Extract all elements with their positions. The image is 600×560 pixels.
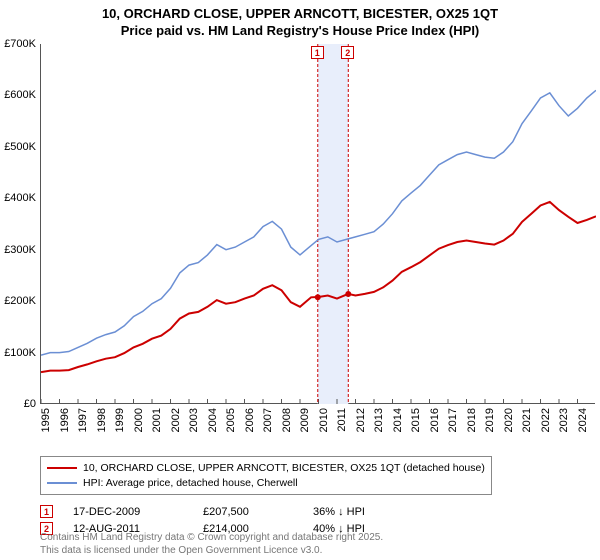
- legend-box: 10, ORCHARD CLOSE, UPPER ARNCOTT, BICEST…: [40, 456, 492, 495]
- x-tick-label: 2007: [262, 408, 274, 432]
- x-tick-label: 1996: [59, 408, 71, 432]
- y-tick-label: £100K: [4, 347, 36, 359]
- y-axis: £0£100K£200K£300K£400K£500K£600K£700K: [0, 44, 40, 404]
- footer-line-1: Contains HM Land Registry data © Crown c…: [40, 531, 383, 544]
- y-tick-label: £500K: [4, 141, 36, 153]
- chart-area: £0£100K£200K£300K£400K£500K£600K£700K 19…: [0, 44, 600, 424]
- legend-area: 10, ORCHARD CLOSE, UPPER ARNCOTT, BICEST…: [40, 456, 595, 539]
- footer-line-2: This data is licensed under the Open Gov…: [40, 544, 383, 557]
- x-tick-label: 2021: [521, 408, 533, 432]
- x-tick-label: 1999: [114, 408, 126, 432]
- plot-area: [40, 44, 595, 404]
- highlight-band: [318, 44, 349, 404]
- legend-label: 10, ORCHARD CLOSE, UPPER ARNCOTT, BICEST…: [83, 461, 485, 476]
- x-tick-label: 2008: [281, 408, 293, 432]
- sale-row: 1 17-DEC-2009£207,50036% ↓ HPI: [40, 505, 595, 518]
- x-tick-label: 1998: [96, 408, 108, 432]
- x-tick-label: 2012: [355, 408, 367, 432]
- x-tick-label: 2024: [577, 408, 589, 432]
- x-tick-label: 2017: [447, 408, 459, 432]
- y-tick-label: £200K: [4, 295, 36, 307]
- x-tick-label: 2000: [133, 408, 145, 432]
- title-line-1: 10, ORCHARD CLOSE, UPPER ARNCOTT, BICEST…: [0, 6, 600, 23]
- legend-row: 10, ORCHARD CLOSE, UPPER ARNCOTT, BICEST…: [47, 461, 485, 476]
- x-tick-label: 2003: [188, 408, 200, 432]
- legend-swatch: [47, 482, 77, 484]
- x-tick-label: 2006: [244, 408, 256, 432]
- x-tick-label: 2013: [373, 408, 385, 432]
- x-tick-label: 2022: [540, 408, 552, 432]
- x-tick-label: 2014: [392, 408, 404, 432]
- title-block: 10, ORCHARD CLOSE, UPPER ARNCOTT, BICEST…: [0, 0, 600, 42]
- x-tick-label: 2011: [336, 408, 348, 432]
- x-tick-label: 2004: [207, 408, 219, 432]
- sale-delta: 36% ↓ HPI: [313, 506, 433, 518]
- x-tick-label: 2019: [484, 408, 496, 432]
- plot-svg: [41, 44, 596, 404]
- x-tick-label: 2016: [429, 408, 441, 432]
- x-tick-label: 2023: [558, 408, 570, 432]
- footer: Contains HM Land Registry data © Crown c…: [40, 531, 383, 557]
- legend-row: HPI: Average price, detached house, Cher…: [47, 476, 485, 491]
- title-line-2: Price paid vs. HM Land Registry's House …: [0, 23, 600, 40]
- x-tick-label: 2020: [503, 408, 515, 432]
- sale-marker-box: 1: [40, 505, 53, 518]
- legend-swatch: [47, 467, 77, 469]
- y-tick-label: £700K: [4, 38, 36, 50]
- y-tick-label: £0: [24, 398, 36, 410]
- sale-date: 17-DEC-2009: [73, 506, 203, 518]
- y-tick-label: £400K: [4, 192, 36, 204]
- x-tick-label: 2015: [410, 408, 422, 432]
- chart-container: 10, ORCHARD CLOSE, UPPER ARNCOTT, BICEST…: [0, 0, 600, 560]
- sale-marker-box: 1: [311, 46, 324, 59]
- x-tick-label: 2002: [170, 408, 182, 432]
- y-tick-label: £300K: [4, 244, 36, 256]
- x-tick-label: 2005: [225, 408, 237, 432]
- x-tick-label: 2009: [299, 408, 311, 432]
- y-tick-label: £600K: [4, 89, 36, 101]
- sale-marker-box: 2: [341, 46, 354, 59]
- x-tick-label: 2010: [318, 408, 330, 432]
- legend-label: HPI: Average price, detached house, Cher…: [83, 476, 298, 491]
- x-tick-label: 2001: [151, 408, 163, 432]
- sale-price: £207,500: [203, 506, 313, 518]
- x-tick-label: 1997: [77, 408, 89, 432]
- x-tick-label: 1995: [40, 408, 52, 432]
- x-axis: 1995 1996 1997 1998 1999 2000 2001 2002 2003 2004…: [40, 404, 595, 444]
- x-tick-label: 2018: [466, 408, 478, 432]
